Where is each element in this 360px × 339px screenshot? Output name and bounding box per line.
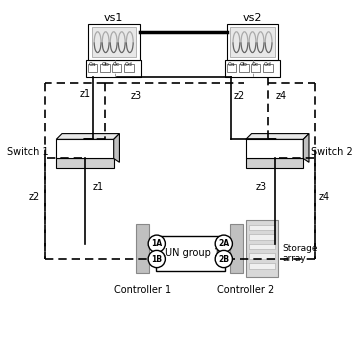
Text: LUN group 1: LUN group 1 [160, 248, 220, 258]
Text: Switch 1: Switch 1 [7, 147, 49, 157]
Text: 1B: 1B [151, 255, 162, 263]
Text: Storage
array: Storage array [282, 243, 318, 263]
Bar [124, 64, 134, 72]
Bar [227, 24, 278, 60]
Bar [56, 159, 114, 168]
Text: z2: z2 [29, 192, 40, 202]
Text: vs2: vs2 [243, 13, 262, 23]
Bar [249, 253, 275, 259]
Polygon shape [114, 134, 120, 162]
Text: z4: z4 [319, 192, 330, 202]
Text: 0a: 0a [89, 62, 96, 67]
Bar [112, 64, 121, 72]
Text: 2B: 2B [218, 255, 229, 263]
Bar [136, 224, 149, 273]
Bar [88, 64, 98, 72]
Circle shape [148, 235, 165, 252]
Text: z3: z3 [256, 182, 267, 192]
Text: 0c: 0c [252, 62, 259, 67]
Text: 0c: 0c [113, 62, 120, 67]
Bar [100, 64, 110, 72]
Bar [88, 24, 140, 60]
Text: 0a: 0a [228, 62, 235, 67]
Bar [230, 27, 275, 57]
Text: Controller 1: Controller 1 [114, 285, 171, 295]
Bar [239, 64, 249, 72]
Bar [86, 60, 141, 77]
Text: 0d: 0d [125, 62, 133, 67]
Bar [246, 220, 278, 277]
Text: 0b: 0b [240, 62, 248, 67]
Bar [249, 263, 275, 268]
Text: z1: z1 [80, 88, 90, 99]
Text: 0d: 0d [264, 62, 272, 67]
Text: z2: z2 [234, 91, 245, 101]
Circle shape [148, 251, 165, 267]
Circle shape [215, 235, 233, 252]
Bar [249, 234, 275, 240]
Text: 0b: 0b [101, 62, 109, 67]
Bar [249, 224, 275, 230]
Text: z4: z4 [275, 91, 287, 101]
Bar [263, 64, 273, 72]
Bar [92, 27, 136, 57]
Polygon shape [246, 134, 309, 139]
Bar [156, 236, 225, 271]
Bar [225, 60, 280, 77]
Polygon shape [303, 134, 309, 162]
Circle shape [215, 251, 233, 267]
Text: 2A: 2A [218, 239, 229, 248]
Text: z3: z3 [130, 91, 141, 101]
Text: Switch 2: Switch 2 [311, 147, 353, 157]
Text: Controller 2: Controller 2 [217, 285, 274, 295]
Text: vs1: vs1 [104, 13, 123, 23]
Polygon shape [56, 134, 120, 139]
Bar [246, 159, 303, 168]
Bar [246, 139, 303, 159]
Bar [230, 224, 243, 273]
Bar [249, 244, 275, 250]
Bar [56, 139, 114, 159]
Bar [227, 64, 236, 72]
Text: z1: z1 [93, 182, 104, 192]
Bar [251, 64, 260, 72]
Text: 1A: 1A [151, 239, 162, 248]
